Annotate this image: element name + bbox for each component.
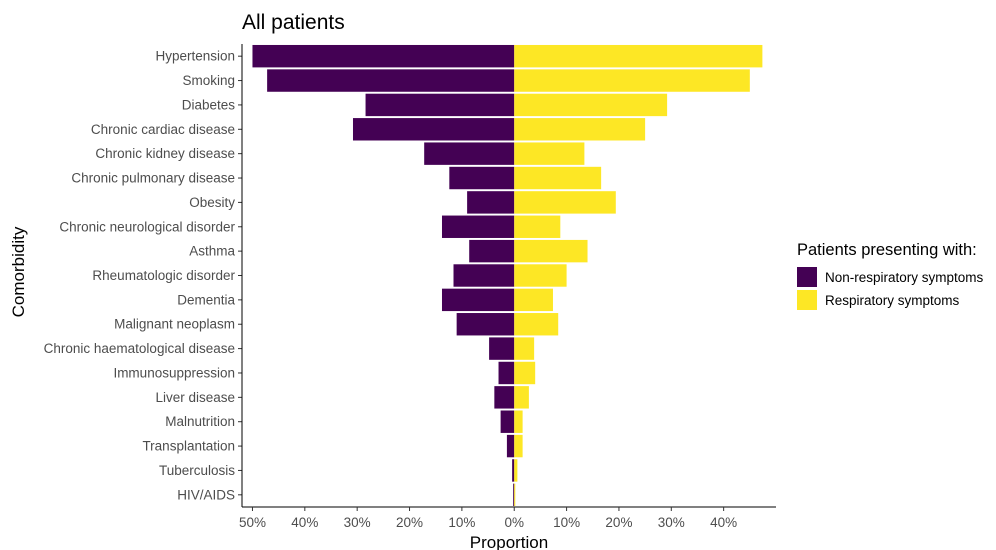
bar-non-respiratory	[365, 93, 515, 117]
legend-title: Patients presenting with:	[797, 241, 977, 259]
x-tick-label: 40%	[710, 515, 737, 530]
bar-respiratory	[514, 410, 523, 433]
bar-non-respiratory	[513, 483, 515, 507]
legend-key-non-respiratory	[797, 267, 817, 287]
y-tick-label: Liver disease	[155, 390, 235, 405]
bar-non-respiratory	[467, 191, 515, 214]
bar-respiratory	[514, 118, 646, 141]
y-tick-label: Chronic neurological disorder	[59, 219, 235, 234]
y-tick-label: Rheumatologic disorder	[92, 268, 235, 283]
bar-respiratory	[514, 239, 588, 263]
x-tick-label: 40%	[291, 515, 318, 530]
bar-respiratory	[514, 361, 536, 385]
y-tick-label: Immunosuppression	[113, 365, 235, 380]
bar-respiratory	[514, 434, 523, 458]
y-tick-label: Malnutrition	[165, 414, 235, 429]
x-axis-title: Proportion	[470, 533, 548, 550]
y-tick-label: Dementia	[177, 292, 235, 307]
x-axis: 50% 40% 30% 20% 10% 0% 10% 20% 30% 40%	[239, 506, 776, 530]
y-tick-label: Asthma	[189, 244, 235, 259]
bar-non-respiratory	[506, 434, 515, 458]
bar-respiratory	[514, 313, 559, 336]
bar-respiratory	[514, 191, 616, 214]
bar-respiratory	[514, 483, 516, 507]
legend-label-respiratory: Respiratory symptoms	[825, 293, 960, 308]
bar-respiratory	[514, 459, 518, 482]
bar-non-respiratory	[512, 459, 515, 482]
bar-non-respiratory	[489, 337, 515, 360]
bar-non-respiratory	[441, 215, 515, 238]
x-tick-label: 0%	[504, 515, 524, 530]
x-tick-label: 20%	[396, 515, 423, 530]
bars-layer	[252, 44, 763, 507]
y-tick-label: Chronic pulmonary disease	[71, 171, 235, 186]
bar-non-respiratory	[498, 361, 515, 385]
bar-non-respiratory	[252, 44, 515, 68]
bar-non-respiratory	[441, 288, 515, 312]
legend-key-respiratory	[797, 290, 817, 310]
legend-label-non-respiratory: Non-respiratory symptoms	[825, 270, 984, 285]
chart-title: All patients	[242, 11, 345, 34]
bar-respiratory	[514, 69, 750, 92]
y-tick-label: Chronic cardiac disease	[91, 122, 235, 137]
y-axis-title: Comorbidity	[9, 226, 28, 317]
bar-non-respiratory	[424, 142, 515, 165]
bar-non-respiratory	[469, 239, 515, 263]
bar-respiratory	[514, 264, 567, 287]
y-tick-label: Obesity	[189, 195, 235, 210]
bar-respiratory	[514, 386, 529, 409]
bar-non-respiratory	[453, 264, 515, 287]
bar-non-respiratory	[352, 118, 515, 141]
y-tick-label: Tuberculosis	[159, 463, 235, 478]
bar-non-respiratory	[449, 166, 515, 190]
y-tick-label: Diabetes	[182, 97, 236, 112]
bar-respiratory	[514, 44, 763, 68]
y-tick-label: Hypertension	[155, 49, 235, 64]
bar-non-respiratory	[456, 313, 515, 336]
y-tick-label: Malignant neoplasm	[114, 317, 235, 332]
x-tick-label: 10%	[448, 515, 475, 530]
x-tick-label: 30%	[344, 515, 371, 530]
bar-non-respiratory	[267, 69, 515, 92]
legend: Patients presenting with: Non-respirator…	[797, 241, 984, 310]
y-axis: Hypertension Smoking Diabetes Chronic cardi…	[44, 44, 243, 507]
y-tick-label: Transplantation	[142, 439, 235, 454]
y-tick-label: Chronic kidney disease	[95, 146, 235, 161]
x-tick-label: 30%	[658, 515, 685, 530]
x-tick-label: 50%	[239, 515, 266, 530]
bar-respiratory	[514, 93, 668, 117]
bar-non-respiratory	[500, 410, 515, 433]
x-tick-label: 20%	[605, 515, 632, 530]
x-tick-label: 10%	[553, 515, 580, 530]
bar-respiratory	[514, 288, 553, 312]
bar-non-respiratory	[494, 386, 515, 409]
y-tick-label: Smoking	[182, 73, 235, 88]
y-tick-label: HIV/AIDS	[177, 487, 235, 502]
bar-respiratory	[514, 166, 602, 190]
bar-respiratory	[514, 215, 561, 238]
y-tick-label: Chronic haematological disease	[44, 341, 235, 356]
bar-respiratory	[514, 337, 535, 360]
bar-respiratory	[514, 142, 585, 165]
